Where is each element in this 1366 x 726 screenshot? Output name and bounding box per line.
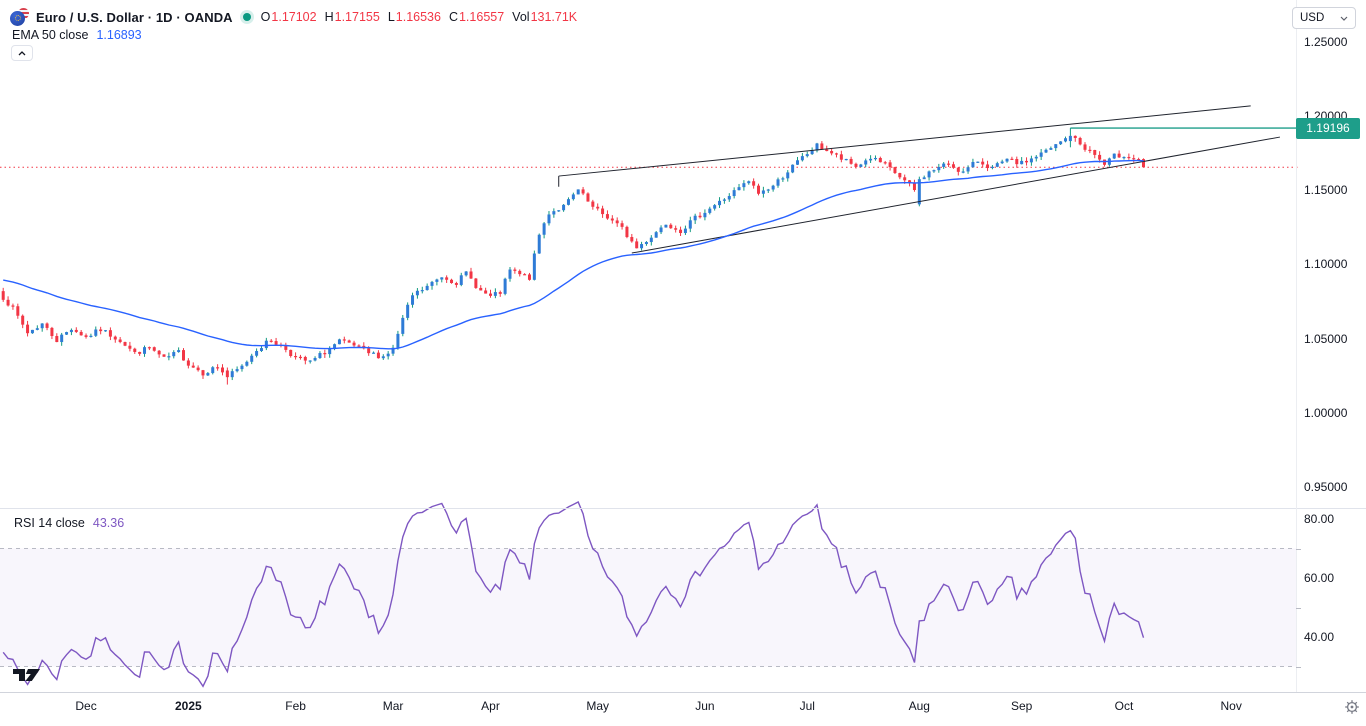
ema-value: 1.16893 xyxy=(96,28,142,42)
symbol-legend[interactable]: Euro / U.S. Dollar · 1D · OANDA O 1.17102… xyxy=(10,8,577,26)
time-tick-label: Aug xyxy=(908,699,930,713)
time-tick-label: Nov xyxy=(1220,699,1242,713)
rsi-band-tick xyxy=(1296,607,1301,609)
time-scale[interactable] xyxy=(0,693,1366,726)
symbol-title[interactable]: Euro / U.S. Dollar · 1D · OANDA xyxy=(36,9,233,25)
low-value: 1.16536 xyxy=(395,10,441,24)
high-label: H xyxy=(324,10,334,24)
price-tick-label: 1.00000 xyxy=(1304,405,1348,420)
rsi-label: RSI 14 close xyxy=(14,516,85,530)
high-value: 1.17155 xyxy=(334,10,380,24)
reference-lines xyxy=(0,166,1300,667)
rsi-tick-label: 60.00 xyxy=(1304,571,1335,585)
ema-indicator-legend[interactable]: EMA 50 close 1.16893 xyxy=(12,28,142,42)
rsi-band-fill xyxy=(0,548,1296,667)
ema-line xyxy=(3,159,1144,350)
rsi-tick-label: 80.00 xyxy=(1304,512,1335,526)
price-tick-label: 1.05000 xyxy=(1304,331,1348,346)
rsi-value: 43.36 xyxy=(92,516,125,530)
tradingview-logo[interactable] xyxy=(12,667,42,685)
collapse-legend-button[interactable] xyxy=(11,45,33,61)
price-tick-label: 1.25000 xyxy=(1304,35,1348,49)
ohlc-values: O 1.17102 H 1.17155 L 1.16536 C 1.16557 Vol 1… xyxy=(261,10,577,24)
time-tick-label: Sep xyxy=(1010,699,1033,713)
rsi-band-tick xyxy=(1296,548,1301,550)
unit-currency-dropdown[interactable]: USD xyxy=(1292,7,1356,29)
time-tick-label: Jun xyxy=(695,699,715,713)
chevron-up-icon xyxy=(18,50,26,55)
volume-label: Vol xyxy=(512,10,530,24)
chevron-down-icon xyxy=(1340,16,1348,21)
time-tick-label: Mar xyxy=(382,699,404,713)
candles-series xyxy=(1,128,1145,385)
time-tick-label: Oct xyxy=(1114,699,1134,713)
open-label: O xyxy=(260,10,271,24)
time-tick-label: Apr xyxy=(481,699,500,713)
time-axis-divider xyxy=(0,692,1366,693)
open-value: 1.17102 xyxy=(271,10,317,24)
time-tick-label: Dec xyxy=(75,699,97,713)
rsi-tick-label: 40.00 xyxy=(1304,630,1335,644)
gear-icon[interactable] xyxy=(1343,698,1361,716)
close-value: 1.16557 xyxy=(458,10,505,24)
ray-price-label: 1.19196 xyxy=(1296,117,1360,139)
ema-label: EMA 50 close xyxy=(12,28,89,42)
time-tick-label: Feb xyxy=(285,699,306,713)
market-status-icon[interactable] xyxy=(242,13,251,21)
rsi-indicator-legend[interactable]: RSI 14 close 43.36 xyxy=(14,516,124,530)
time-tick-label: Jul xyxy=(799,699,815,713)
symbol-pair-icon xyxy=(10,8,30,26)
trendline-drawings[interactable] xyxy=(558,105,1281,254)
price-tick-label: 1.10000 xyxy=(1304,257,1348,272)
price-tick-label: 1.15000 xyxy=(1304,183,1348,198)
rsi-band-tick xyxy=(1296,666,1301,668)
price-scale-divider xyxy=(1296,0,1297,692)
close-label: C xyxy=(448,10,458,24)
low-label: L xyxy=(387,10,395,24)
price-tick-label: 0.95000 xyxy=(1304,479,1348,494)
time-tick-label: May xyxy=(586,699,610,713)
volume-value: 131.71K xyxy=(530,10,578,24)
rsi-line xyxy=(2,501,1145,688)
pane-divider[interactable] xyxy=(0,508,1366,509)
unit-currency-value: USD xyxy=(1300,12,1325,24)
time-tick-label: 2025 xyxy=(175,699,202,713)
